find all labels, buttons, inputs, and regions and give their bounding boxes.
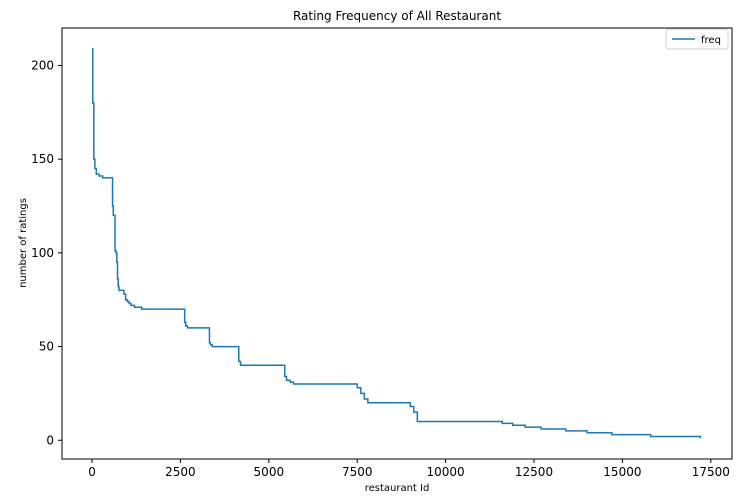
y-axis-label: number of ratings	[18, 198, 29, 288]
x-axis-ticks: 0 2500 5000 7500 10000 12500 15000 17500	[88, 459, 730, 479]
x-tick-label: 2500	[165, 465, 196, 479]
y-axis-ticks: 0 50 100 150 200	[31, 58, 62, 447]
x-tick-label: 15000	[603, 465, 641, 479]
x-tick-label: 5000	[254, 465, 285, 479]
x-tick-label: 10000	[427, 465, 465, 479]
legend-box	[665, 28, 729, 50]
series-line-freq	[92, 47, 701, 439]
series-layer	[92, 47, 701, 439]
y-tick-label: 50	[39, 340, 54, 354]
legend-label-freq: freq	[701, 35, 721, 46]
x-tick-label: 7500	[342, 465, 373, 479]
x-tick-label: 0	[88, 465, 96, 479]
legend: freq	[665, 28, 729, 50]
y-tick-label: 200	[31, 58, 54, 72]
y-tick-label: 150	[31, 152, 54, 166]
x-axis-label: restaurant Id	[365, 483, 430, 494]
x-tick-label: 17500	[692, 465, 730, 479]
y-tick-label: 100	[31, 246, 54, 260]
plot-area	[61, 27, 733, 460]
y-tick-label: 0	[46, 433, 54, 447]
x-tick-label: 12500	[515, 465, 553, 479]
chart-title: Rating Frequency of All Restaurant	[293, 9, 501, 23]
